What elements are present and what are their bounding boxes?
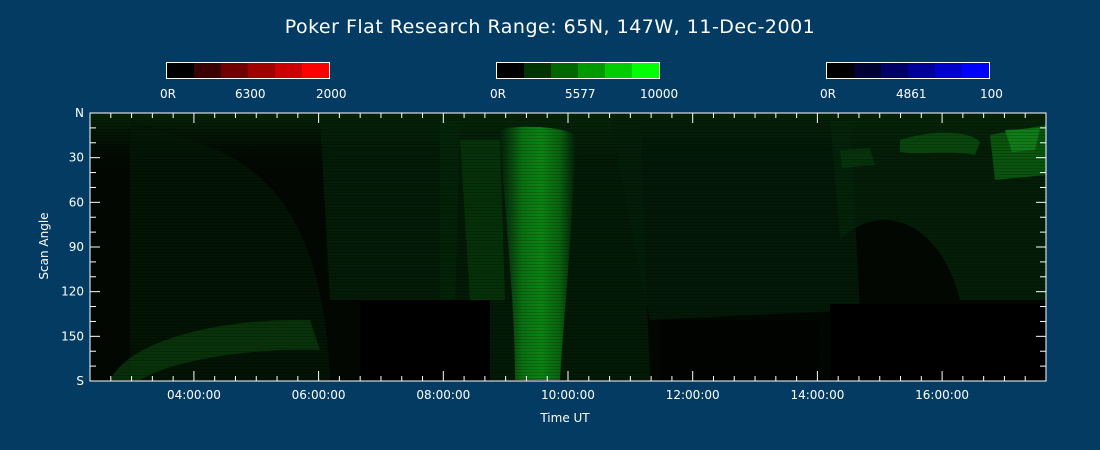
x-axis-label: Time UT [540, 411, 590, 425]
x-tick-label: 16:00:00 [915, 388, 969, 402]
y-tick-label: 90 [69, 240, 84, 254]
colorbar-4861-swatch [908, 63, 935, 78]
colorbar-5577-swatch [497, 63, 524, 78]
colorbar-5577-swatch [632, 63, 659, 78]
colorbar-6300-swatch [221, 63, 248, 78]
chart-title: Poker Flat Research Range: 65N, 147W, 11… [284, 16, 816, 38]
colorbar-4861-swatch [881, 63, 908, 78]
colorbar-4861-max-label: 100 [980, 87, 1003, 101]
colorbar-4861 [826, 62, 990, 79]
y-tick-label: 60 [69, 195, 84, 209]
colorbar-6300-mid-label: 6300 [235, 87, 266, 101]
colorbar-4861-swatch [827, 63, 854, 78]
colorbar-4861-swatch [935, 63, 962, 78]
y-tick-label: S [76, 374, 84, 388]
colorbar-6300-min-label: 0R [160, 87, 176, 101]
colorbar-6300-max-label: 2000 [316, 87, 347, 101]
x-tick-label: 14:00:00 [790, 388, 844, 402]
x-tick-label: 06:00:00 [292, 388, 346, 402]
y-tick-label: 30 [69, 151, 84, 165]
colorbar-5577 [496, 62, 660, 79]
x-axis: 04:00:00 06:00:00 08:00:00 10:00:00 12:00:00… [89, 113, 1047, 402]
colorbar-5577-swatch [605, 63, 632, 78]
colorbar-6300-swatch [302, 63, 329, 78]
colorbar-5577-max-label: 10000 [640, 87, 679, 101]
colorbar-6300-swatch [167, 63, 194, 78]
y-tick-label: N [75, 106, 84, 120]
colorbar-6300 [166, 62, 330, 79]
colorbar-5577-min-label: 0R [490, 87, 506, 101]
y-axis-label: Scan Angle [37, 212, 51, 280]
y-tick-label: 150 [61, 329, 84, 343]
colorbar-5577-swatch [551, 63, 578, 78]
y-tick-label: 120 [61, 285, 84, 299]
keogram-image [90, 113, 1046, 381]
colorbar-4861-mid-label: 4861 [896, 87, 927, 101]
colorbar-5577-swatch [524, 63, 551, 78]
colorbar-4861-min-label: 0R [820, 87, 836, 101]
colorbar-6300-swatch [248, 63, 275, 78]
x-tick-label: 04:00:00 [167, 388, 221, 402]
y-axis: N 30 60 90 120 150 S [61, 106, 1046, 388]
colorbar-5577-swatch [578, 63, 605, 78]
x-tick-label: 10:00:00 [541, 388, 595, 402]
colorbar-6300-swatch [194, 63, 221, 78]
colorbar-4861-swatch [854, 63, 881, 78]
colorbar-6300-swatch [275, 63, 302, 78]
colorbar-5577-mid-label: 5577 [565, 87, 596, 101]
x-tick-label: 08:00:00 [416, 388, 470, 402]
colorbar-4861-swatch [962, 63, 989, 78]
x-tick-label: 12:00:00 [666, 388, 720, 402]
